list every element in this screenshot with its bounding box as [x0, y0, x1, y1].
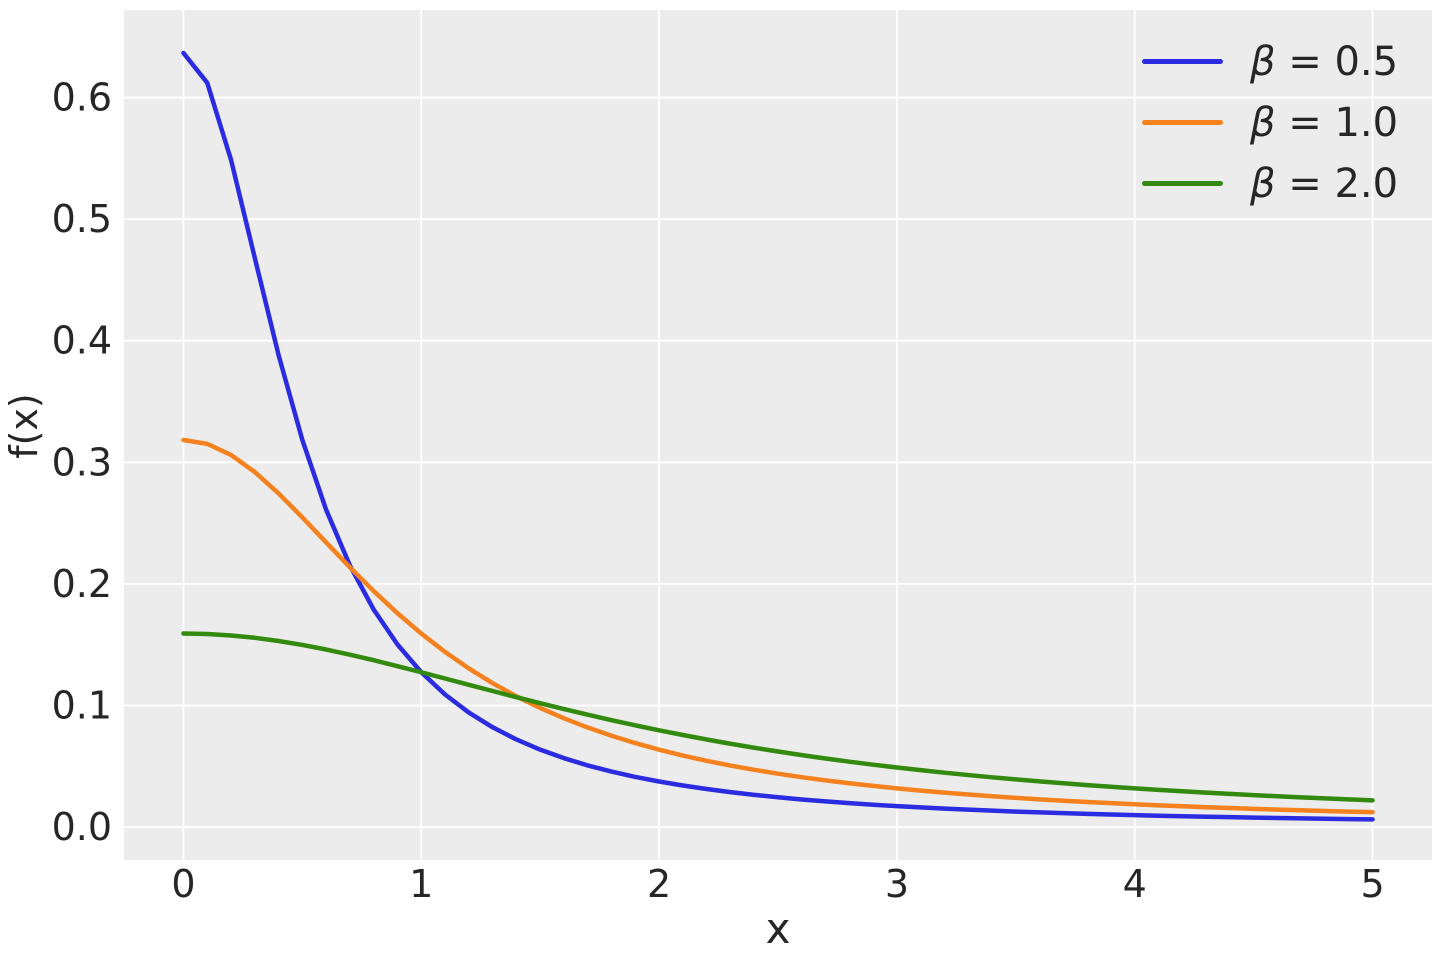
legend: β = 0.5 β = 1.0 β = 2.0 [1142, 31, 1398, 214]
legend-item-2: β = 2.0 [1142, 153, 1398, 214]
y-tick-label: 0.1 [52, 683, 112, 727]
legend-text: = 0.5 [1275, 38, 1399, 85]
legend-text: = 1.0 [1275, 99, 1399, 146]
legend-line-swatch [1142, 59, 1223, 64]
legend-item-0: β = 0.5 [1142, 31, 1398, 92]
x-tick-label: 5 [1360, 862, 1384, 906]
plot-area [124, 10, 1432, 860]
x-axis-label: x [765, 904, 791, 953]
legend-symbol: β [1250, 99, 1276, 146]
curve-series-0 [181, 50, 1375, 822]
curve-series-2 [181, 631, 1375, 803]
legend-symbol: β [1250, 38, 1276, 85]
legend-label: β = 2.0 [1250, 164, 1398, 204]
legend-label: β = 0.5 [1250, 42, 1398, 82]
legend-item-1: β = 1.0 [1142, 92, 1398, 153]
y-tick-label: 0.4 [52, 319, 112, 363]
legend-text: = 2.0 [1275, 160, 1399, 207]
x-tick-label: 1 [409, 862, 433, 906]
y-tick-label: 0.0 [52, 805, 112, 849]
legend-line-swatch [1142, 181, 1223, 186]
y-axis-label: f(x) [2, 393, 46, 459]
x-tick-label: 2 [647, 862, 671, 906]
y-tick-label: 0.5 [52, 197, 112, 241]
legend-line-swatch [1142, 120, 1223, 125]
y-tick-label: 0.2 [52, 562, 112, 606]
y-tick-label: 0.6 [52, 76, 112, 120]
legend-label: β = 1.0 [1250, 103, 1398, 143]
y-tick-label: 0.3 [52, 440, 112, 484]
x-tick-label: 4 [1123, 862, 1147, 906]
x-tick-label: 0 [171, 862, 195, 906]
curve-series-1 [181, 437, 1375, 815]
legend-symbol: β [1250, 160, 1276, 207]
x-tick-label: 3 [885, 862, 909, 906]
